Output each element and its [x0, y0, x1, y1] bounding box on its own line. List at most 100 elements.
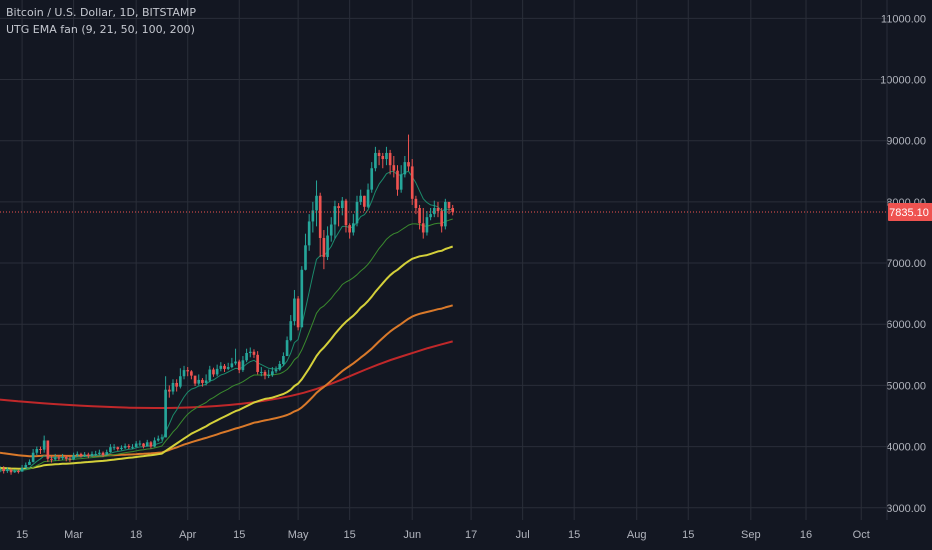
candle-body: [451, 208, 455, 212]
candle-body: [46, 440, 50, 459]
candle-body: [304, 245, 307, 270]
x-tick-label: Jul: [516, 529, 530, 541]
candle-body: [407, 162, 410, 167]
candle-body: [381, 156, 385, 160]
last-price-badge: [888, 202, 932, 221]
x-tick-label: Sep: [741, 529, 761, 541]
candle-body: [370, 168, 374, 190]
candle-body: [61, 456, 64, 459]
candle-body: [444, 201, 447, 227]
candle-body: [355, 201, 359, 224]
indicator-title[interactable]: UTG EMA fan (9, 21, 50, 100, 200): [6, 23, 195, 36]
x-tick-label: 15: [568, 529, 580, 541]
candle-body: [414, 198, 418, 208]
candle-body: [75, 453, 79, 456]
symbol-title[interactable]: Bitcoin / U.S. Dollar, 1D, BITSTAMP: [6, 6, 196, 19]
y-tick-label: 3000.00: [886, 503, 926, 515]
candle-body: [410, 166, 414, 199]
candle-body: [352, 223, 355, 233]
y-tick-label: 5000.00: [886, 380, 926, 392]
candle-body: [145, 442, 149, 447]
candle-body: [333, 206, 337, 225]
candle-body: [79, 453, 83, 456]
y-tick-label: 4000.00: [886, 442, 926, 454]
candle-body: [322, 237, 326, 257]
y-tick-label: 9000.00: [886, 136, 926, 148]
candle-body: [223, 365, 226, 369]
candle-body: [160, 437, 164, 439]
candle-body: [436, 208, 440, 212]
ema-line-ema21: [0, 218, 453, 471]
candle-body: [282, 356, 285, 364]
candle-body: [127, 445, 131, 448]
x-tick-label: 15: [233, 529, 245, 541]
y-tick-label: 11000.00: [881, 13, 926, 25]
candle-body: [68, 458, 72, 460]
candle-body: [226, 367, 230, 369]
x-tick-label: 17: [465, 529, 477, 541]
candle-body: [201, 379, 204, 383]
candle-body: [175, 382, 178, 387]
candle-body: [399, 174, 403, 190]
candle-body: [31, 452, 35, 462]
ema-line-ema50: [0, 245, 454, 470]
candle-body: [271, 371, 274, 376]
candle-body: [285, 340, 289, 357]
candle-body: [186, 370, 190, 372]
candle-body: [212, 369, 215, 375]
candle-body: [293, 298, 296, 322]
candle-body: [329, 224, 333, 236]
candle-body: [120, 447, 123, 450]
candle-body: [274, 369, 278, 372]
candle-body: [318, 195, 322, 238]
candle-body: [134, 443, 138, 448]
candle-body: [204, 380, 208, 383]
candle-body: [215, 368, 219, 375]
ema-line-ema9: [0, 170, 453, 472]
candle-body: [109, 447, 112, 453]
candle-body: [131, 447, 134, 449]
x-tick-label: Mar: [64, 529, 83, 541]
candle-body: [190, 371, 193, 376]
candle-body: [403, 162, 407, 175]
candle-body: [167, 389, 171, 392]
candle-body: [156, 438, 160, 441]
candle-body: [311, 210, 315, 222]
candle-body: [340, 200, 344, 208]
candle-body: [425, 217, 429, 233]
candle-body: [418, 208, 421, 224]
x-tick-label: 15: [16, 529, 28, 541]
candle-body: [83, 454, 86, 456]
candle-body: [153, 440, 156, 447]
candle-body: [53, 457, 57, 460]
candle-body: [307, 221, 311, 246]
candle-body: [344, 200, 348, 226]
candle-body: [263, 371, 267, 376]
y-tick-label: 10000.00: [880, 75, 926, 87]
y-tick-label: 7000.00: [886, 258, 926, 270]
x-tick-label: Jun: [403, 529, 421, 541]
candle-body: [366, 189, 370, 207]
candle-body: [171, 382, 175, 392]
candle-body: [219, 365, 223, 369]
candle-body: [112, 447, 116, 449]
x-tick-label: Oct: [853, 529, 870, 541]
candle-body: [87, 454, 90, 456]
ema-line-ema100: [0, 304, 453, 458]
candle-body: [179, 376, 182, 387]
candle-body: [267, 375, 271, 377]
candle-body: [385, 152, 388, 160]
x-tick-label: May: [288, 529, 309, 541]
candle-body: [348, 225, 351, 233]
candle-body: [39, 449, 42, 451]
candle-body: [17, 471, 20, 473]
candle-body: [24, 464, 28, 468]
x-tick-label: Apr: [179, 529, 196, 541]
candle-body: [447, 201, 451, 208]
candle-body: [164, 389, 167, 438]
candle-body: [392, 165, 396, 171]
candle-body: [182, 370, 186, 377]
candle-body: [116, 447, 120, 450]
